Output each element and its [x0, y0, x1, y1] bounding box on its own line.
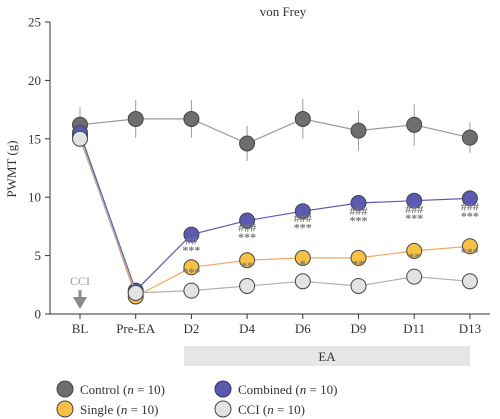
series-line-single [79, 135, 470, 298]
y-tick-label-0: 0 [35, 307, 42, 322]
point-single-d13 [461, 238, 478, 255]
point-cci-d4 [239, 277, 256, 294]
cci-arrow-head [73, 297, 87, 309]
x-ticks: BL Pre-EA D2 D4 D6 D9 D11 D13 [72, 314, 481, 336]
x-tick-label-d9: D9 [351, 321, 367, 336]
y-axis-label: PWMT (g) [4, 140, 19, 197]
significance-annotations: ***##******###*****###****###*****###***… [182, 200, 479, 279]
cci-marker-label: CCI [70, 274, 90, 288]
y-tick-label-25: 25 [28, 15, 41, 30]
legend-marker-single [56, 400, 74, 418]
annotation-0: *** [182, 243, 200, 257]
legend-item-cci: CCI (n = 10) [214, 400, 305, 418]
series-line-control [79, 118, 471, 145]
x-tick-label-bl: BL [72, 321, 89, 336]
legend-item-single: Single (n = 10) [56, 400, 159, 418]
point-cci-pre-ea [127, 284, 144, 301]
point-combined-d4 [239, 212, 256, 229]
legend-label-cci: CCI (n = 10) [238, 402, 305, 417]
x-tick-label-d4: D4 [239, 321, 255, 336]
ea-bar-label: EA [318, 349, 336, 364]
annotation-8: * [300, 257, 306, 271]
annotation-2: *** [182, 265, 200, 279]
point-control-pre-ea [127, 110, 144, 127]
cci-marker: CCI [70, 274, 90, 309]
y-tick-label-20: 20 [28, 73, 41, 88]
point-combined-d9 [350, 195, 367, 212]
series-control [72, 99, 478, 161]
annotation-1: ## [185, 233, 197, 247]
point-cci-d11 [406, 268, 423, 285]
point-control-d6 [294, 110, 311, 127]
legend-marker-control [56, 380, 74, 398]
x-tick-label-d6: D6 [295, 321, 311, 336]
annotation-13: ### [405, 202, 423, 216]
point-control-d9 [350, 122, 367, 139]
series-combined [72, 124, 478, 299]
annotation-4: ### [238, 221, 256, 235]
legend-item-combined: Combined (n = 10) [214, 380, 337, 398]
legend-label-combined: Combined (n = 10) [238, 382, 337, 397]
point-single-d9 [350, 249, 367, 266]
point-single-d4 [239, 252, 256, 269]
point-cci-bl [72, 130, 88, 147]
y-tick-label-15: 15 [28, 131, 41, 146]
annotation-6: *** [294, 221, 312, 235]
annotation-10: ### [350, 204, 368, 218]
annotation-14: ** [408, 250, 420, 264]
point-cci-d2 [183, 282, 200, 299]
annotation-9: *** [350, 214, 368, 228]
annotation-15: *** [461, 209, 479, 223]
legend-label-single: Single (n = 10) [80, 402, 159, 417]
point-cci-d9 [350, 277, 367, 294]
point-single-d11 [406, 242, 423, 259]
point-cci-d13 [461, 273, 478, 290]
point-cci-d6 [294, 273, 311, 290]
annotation-11: ** [353, 257, 365, 271]
annotation-7: ### [294, 211, 312, 225]
point-combined-d11 [406, 192, 423, 209]
point-control-d2 [183, 110, 200, 127]
point-combined-d2 [183, 226, 200, 243]
legend: Control (n = 10) Combined (n = 10) Singl… [56, 380, 337, 418]
annotation-17: *** [461, 245, 479, 259]
x-tick-label-d11: D11 [403, 321, 425, 336]
legend-item-control: Control (n = 10) [56, 380, 165, 398]
series-cci [72, 130, 478, 301]
legend-label-control: Control (n = 10) [80, 382, 165, 397]
annotation-3: *** [238, 230, 256, 244]
annotation-16: ### [461, 200, 479, 214]
y-ticks: 0 5 10 15 20 25 [28, 15, 50, 322]
legend-marker-cci [214, 400, 232, 418]
point-control-d13 [461, 129, 478, 146]
point-combined-d6 [294, 203, 311, 220]
ea-bar-rect [184, 346, 470, 366]
x-tick-label-pre-ea: Pre-EA [116, 321, 156, 336]
x-tick-label-d13: D13 [459, 321, 481, 336]
ea-bar: EA [184, 346, 470, 366]
series-line-cci [79, 138, 470, 294]
annotation-12: *** [405, 211, 423, 225]
y-tick-label-5: 5 [35, 248, 42, 263]
chart-title: von Frey [260, 4, 307, 19]
y-tick-label-10: 10 [28, 190, 41, 205]
series-line-combined [79, 132, 470, 292]
legend-marker-combined [214, 380, 232, 398]
point-control-d4 [239, 135, 256, 152]
annotation-5: ** [241, 259, 253, 273]
point-control-d11 [406, 116, 423, 133]
point-single-d6 [294, 249, 311, 266]
x-tick-label-d2: D2 [183, 321, 199, 336]
point-combined-d13 [461, 190, 478, 207]
series-layer [72, 99, 478, 305]
point-single-d2 [183, 259, 200, 276]
